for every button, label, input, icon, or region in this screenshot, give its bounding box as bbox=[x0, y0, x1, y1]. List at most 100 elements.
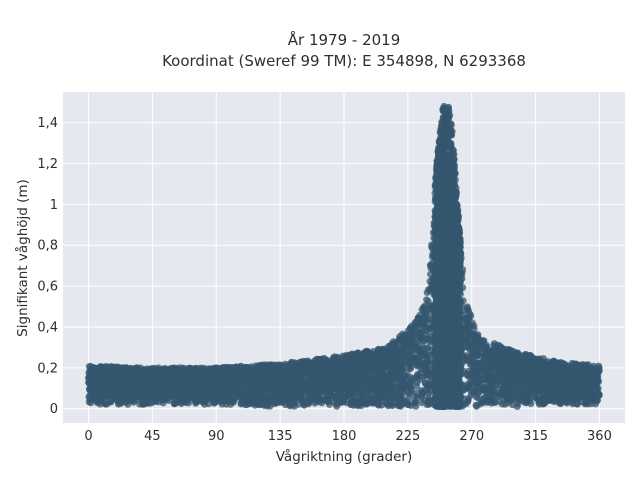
data-point bbox=[220, 390, 228, 398]
data-point bbox=[318, 376, 326, 384]
data-point bbox=[409, 335, 417, 343]
data-point bbox=[556, 391, 564, 399]
data-point bbox=[519, 364, 527, 372]
data-point bbox=[359, 352, 367, 360]
data-point bbox=[405, 395, 413, 403]
data-point bbox=[515, 378, 523, 386]
data-point bbox=[423, 315, 431, 323]
data-point bbox=[479, 342, 487, 350]
data-point bbox=[114, 381, 122, 389]
data-point bbox=[407, 365, 414, 373]
data-point bbox=[193, 380, 200, 388]
data-point bbox=[87, 362, 95, 370]
data-point bbox=[205, 400, 213, 408]
data-point bbox=[106, 385, 114, 393]
data-point bbox=[375, 399, 383, 407]
data-point bbox=[351, 390, 359, 398]
data-point bbox=[115, 373, 123, 381]
data-point bbox=[95, 364, 102, 372]
data-point bbox=[595, 391, 603, 399]
data-point bbox=[369, 397, 377, 405]
data-point bbox=[564, 373, 572, 381]
data-point bbox=[488, 399, 495, 407]
data-point bbox=[423, 382, 431, 390]
data-point bbox=[364, 389, 372, 397]
data-point bbox=[413, 378, 421, 386]
data-point bbox=[123, 368, 131, 376]
data-point bbox=[411, 392, 419, 400]
data-point bbox=[123, 382, 131, 390]
data-point bbox=[384, 394, 392, 401]
data-point bbox=[423, 355, 431, 363]
data-point bbox=[171, 399, 179, 407]
data-point bbox=[247, 399, 255, 407]
data-point bbox=[475, 394, 482, 402]
data-point bbox=[498, 353, 506, 361]
data-point bbox=[478, 377, 486, 385]
data-point bbox=[408, 387, 415, 394]
data-point bbox=[479, 383, 487, 391]
data-point bbox=[426, 396, 433, 404]
data-point bbox=[218, 366, 226, 374]
data-point bbox=[323, 395, 331, 403]
data-point bbox=[398, 350, 406, 358]
data-point bbox=[589, 365, 597, 373]
data-point bbox=[550, 385, 557, 393]
data-point bbox=[568, 359, 576, 367]
data-point bbox=[377, 393, 385, 401]
data-point bbox=[513, 403, 521, 410]
data-point bbox=[281, 397, 289, 404]
data-point bbox=[407, 381, 415, 389]
data-point bbox=[295, 394, 303, 402]
data-point bbox=[240, 393, 248, 401]
data-point bbox=[284, 391, 292, 399]
chart-title-line2: Koordinat (Sweref 99 TM): E 354898, N 62… bbox=[162, 52, 526, 70]
data-point bbox=[490, 342, 498, 349]
data-point bbox=[237, 400, 245, 408]
data-point bbox=[277, 390, 285, 398]
data-point bbox=[584, 374, 592, 382]
data-point bbox=[346, 368, 354, 375]
data-point bbox=[161, 365, 169, 372]
data-point bbox=[374, 375, 382, 383]
data-point bbox=[496, 360, 504, 368]
data-point bbox=[381, 382, 389, 390]
data-point bbox=[232, 363, 240, 371]
data-point bbox=[491, 374, 499, 382]
data-point bbox=[302, 373, 310, 380]
data-point bbox=[331, 356, 339, 364]
data-point bbox=[356, 385, 364, 393]
data-point bbox=[489, 381, 496, 389]
data-point bbox=[382, 400, 390, 408]
data-point bbox=[423, 296, 431, 304]
data-point bbox=[411, 320, 419, 328]
data-point bbox=[465, 367, 473, 375]
data-point bbox=[399, 400, 407, 408]
data-point bbox=[464, 322, 472, 330]
data-point bbox=[477, 365, 485, 373]
data-point bbox=[258, 363, 266, 371]
data-point bbox=[395, 362, 403, 369]
data-point bbox=[473, 352, 481, 360]
data-point bbox=[468, 352, 476, 359]
data-point bbox=[325, 400, 333, 408]
data-point bbox=[386, 354, 393, 362]
data-point bbox=[165, 397, 173, 404]
data-point bbox=[300, 380, 308, 387]
data-point bbox=[112, 366, 120, 374]
data-point bbox=[314, 355, 322, 363]
data-points bbox=[85, 102, 603, 411]
data-point bbox=[501, 400, 509, 408]
data-point bbox=[480, 394, 488, 402]
data-point bbox=[341, 384, 349, 392]
data-point bbox=[347, 400, 355, 407]
data-point bbox=[388, 402, 396, 410]
data-point bbox=[462, 400, 470, 408]
data-point bbox=[509, 356, 517, 364]
data-point bbox=[529, 385, 537, 393]
data-point bbox=[97, 372, 105, 380]
data-point bbox=[387, 381, 395, 389]
data-point bbox=[555, 369, 562, 377]
data-point bbox=[405, 401, 413, 408]
